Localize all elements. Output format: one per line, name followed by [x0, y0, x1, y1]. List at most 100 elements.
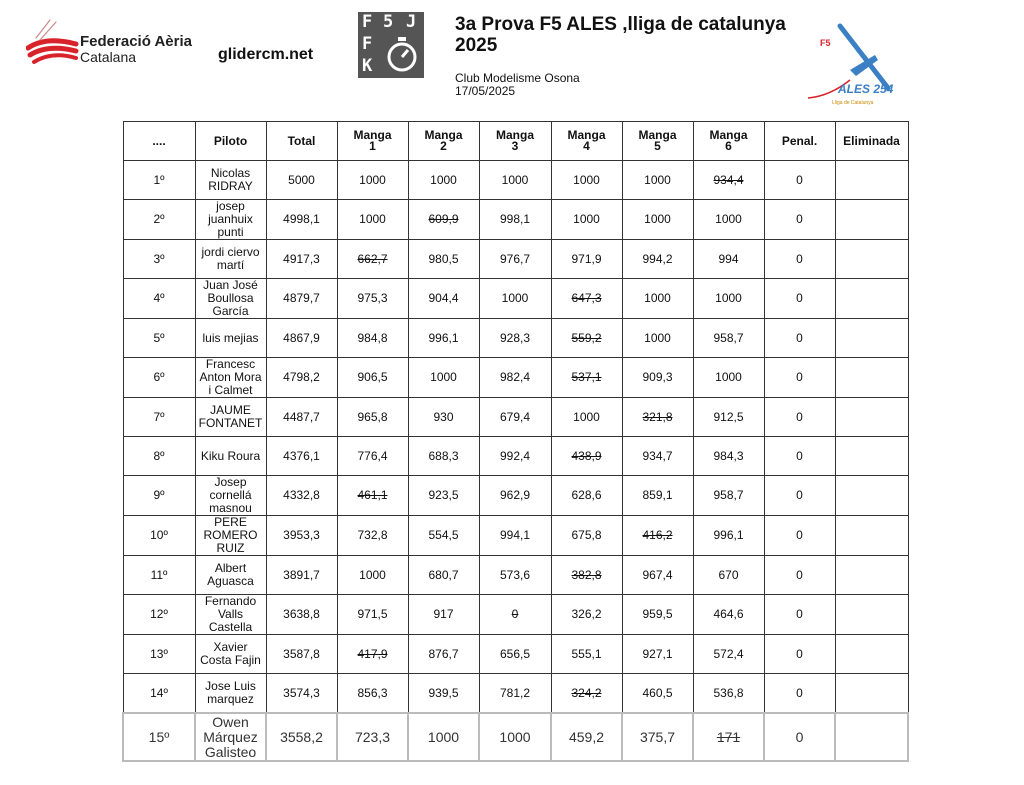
manga-3-cell-text: 998,1 [499, 212, 531, 226]
pilot-cell: Josep cornellá masnou [194, 475, 267, 516]
manga-1-cell-text: 971,5 [357, 607, 388, 621]
pilot-cell: JAUME FONTANET [194, 397, 267, 437]
manga-4-cell: 559,2 [550, 318, 623, 358]
eliminated-cell [834, 436, 909, 476]
manga-2-cell-text: 980,5 [428, 251, 459, 266]
position-cell-text: 11º [150, 567, 168, 582]
position-cell: 14º [122, 673, 196, 714]
total-cell-text: 3558,2 [280, 728, 323, 745]
manga-1-cell-text: 776,4 [357, 448, 388, 463]
stopwatch-icon [387, 37, 417, 72]
column-header: Eliminada [834, 121, 909, 161]
manga-6-cell-text: 912,5 [713, 409, 744, 424]
table-row: 3º jordi ciervo martí 4917,3 662,7 980,5 976,… [122, 239, 909, 279]
manga-6-cell-text: 958,7 [713, 330, 744, 345]
manga-1-cell: 971,5 [336, 594, 409, 635]
manga-2-cell: 1000 [407, 357, 480, 398]
manga-2-cell: 996,1 [407, 318, 480, 358]
manga-5-cell: 1000 [621, 318, 694, 358]
total-cell-text: 3574,3 [283, 685, 320, 700]
manga-6-cell: 996,1 [692, 515, 765, 556]
manga-5-cell: 1000 [621, 160, 694, 200]
manga-4-cell-text: 1000 [573, 409, 600, 424]
manga-3-cell: 1000 [478, 278, 552, 319]
position-cell: 7º [122, 397, 196, 437]
manga-2-cell: 609,9 [407, 199, 480, 240]
logo-letter: F [362, 34, 373, 54]
eliminated-cell [834, 357, 909, 398]
manga-3-cell-text: 982,4 [499, 370, 531, 384]
position-cell-text: 12º [150, 607, 168, 621]
penalty-cell: 0 [763, 515, 836, 556]
manga-2-cell: 939,5 [407, 673, 480, 714]
table-row: 13º Xavier Costa Fajin 3587,8 417,9 876,7 656… [122, 634, 909, 674]
total-cell-text: 4332,8 [283, 488, 320, 502]
column-header: Total [265, 121, 338, 161]
manga-2-cell: 876,7 [407, 634, 480, 674]
manga-1-cell: 723,3 [336, 712, 409, 762]
penalty-cell-text: 0 [796, 370, 803, 384]
penalty-cell: 0 [763, 555, 836, 595]
eliminated-cell [834, 712, 909, 762]
manga-3-cell-text: 928,3 [499, 330, 531, 345]
pilot-cell-text: Francesc Anton Mora i Calmet [199, 357, 262, 397]
manga-3-cell-text: 1000 [501, 291, 529, 305]
table-row: 15º Owen Márquez Galisteo 3558,2 723,3 1000 1… [122, 712, 909, 762]
manga-1-cell-text: 965,8 [357, 409, 388, 424]
manga-2-cell-text: 554,5 [428, 528, 459, 542]
manga-1-cell: 965,8 [336, 397, 409, 437]
logo-letter: J [406, 12, 417, 32]
manga-4-cell: 382,8 [550, 555, 623, 595]
position-cell-text: 2º [153, 212, 165, 226]
logo-f5-text: F5 [820, 38, 831, 48]
manga-3-cell-text: 962,9 [499, 488, 531, 502]
f5j-f3k-logo: F 5 J F K 3 [358, 12, 424, 78]
penalty-cell: 0 [763, 436, 836, 476]
manga-3-cell: 992,4 [478, 436, 552, 476]
manga-5-cell-text: 1000 [644, 172, 671, 187]
manga-4-cell-text: 971,9 [571, 251, 602, 266]
manga-5-cell: 375,7 [621, 712, 694, 762]
total-cell: 4332,8 [265, 475, 338, 516]
manga-4-cell: 675,8 [550, 515, 623, 556]
manga-4-cell-text: 675,8 [571, 528, 602, 542]
manga-3-cell: 573,6 [478, 555, 552, 595]
pilot-cell: Jose Luis marquez [194, 673, 267, 714]
manga-1-cell-text: 662,7 [357, 251, 388, 266]
position-cell: 11º [122, 555, 196, 595]
position-cell-text: 10º [150, 528, 168, 542]
manga-1-cell-text: 984,8 [357, 330, 388, 345]
position-cell-text: 8º [153, 448, 165, 463]
manga-1-cell: 856,3 [336, 673, 409, 714]
manga-2-cell-text: 1000 [430, 172, 457, 187]
manga-6-cell: 934,4 [692, 160, 765, 200]
column-header: Manga 4 [550, 121, 623, 161]
manga-2-cell: 923,5 [407, 475, 480, 516]
manga-6-cell-text: 958,7 [713, 488, 744, 502]
manga-5-cell-text: 460,5 [642, 685, 673, 700]
manga-5-cell: 927,1 [621, 634, 694, 674]
manga-4-cell: 628,6 [550, 475, 623, 516]
total-cell: 4487,7 [265, 397, 338, 437]
manga-5-cell-text: 1000 [644, 330, 671, 345]
manga-4-cell-text: 537,1 [571, 370, 602, 384]
position-cell: 13º [122, 634, 196, 674]
penalty-cell-text: 0 [796, 251, 803, 266]
manga-6-cell-text: 1000 [715, 212, 742, 226]
manga-6-cell: 572,4 [692, 634, 765, 674]
manga-6-cell: 984,3 [692, 436, 765, 476]
column-header: Manga 3 [478, 121, 552, 161]
page-title: 3a Prova F5 ALES ,lliga de catalunya 202… [455, 14, 786, 56]
manga-6-cell-text: 1000 [715, 291, 742, 305]
total-cell: 4998,1 [265, 199, 338, 240]
manga-4-cell: 459,2 [550, 712, 623, 762]
manga-2-cell-text: 609,9 [428, 212, 459, 226]
penalty-cell-text: 0 [796, 291, 803, 305]
manga-1-cell: 662,7 [336, 239, 409, 279]
table-row: 4º Juan José Boullosa García 4879,7 975,3 90… [122, 278, 909, 319]
penalty-cell-text: 0 [796, 330, 803, 345]
manga-1-cell-text: 417,9 [357, 646, 388, 661]
pilot-cell: Juan José Boullosa García [194, 278, 267, 319]
manga-1-cell-text: 1000 [359, 172, 386, 187]
manga-3-cell: 1000 [478, 160, 552, 200]
